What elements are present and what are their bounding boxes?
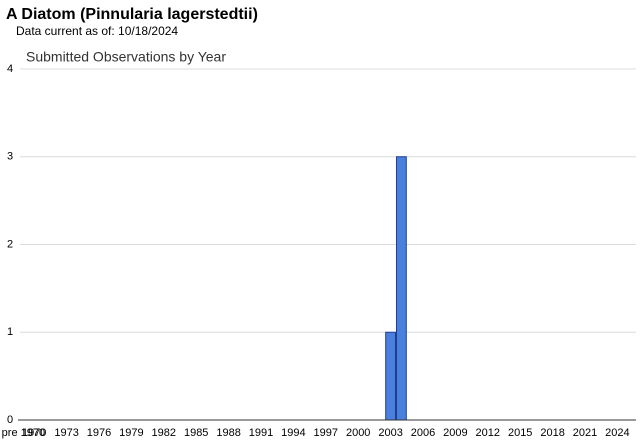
x-tick-label: pre 1970: [2, 427, 45, 439]
x-tick-label: 1973: [54, 427, 78, 439]
x-tick-label: 2006: [411, 427, 435, 439]
bar: [385, 331, 397, 421]
x-tick-label: 2009: [443, 427, 467, 439]
y-tick-label: 3: [7, 151, 13, 163]
x-tick-label: 2018: [540, 427, 564, 439]
bar: [396, 156, 407, 421]
x-tick-label: 2024: [605, 427, 629, 439]
x-tick-label: 2021: [573, 427, 597, 439]
x-tick-label: 1976: [87, 427, 111, 439]
x-tick-label: 1991: [249, 427, 273, 439]
x-tick-label: 2003: [378, 427, 402, 439]
x-tick-label: 1997: [314, 427, 338, 439]
x-tick-label: 1979: [119, 427, 143, 439]
y-tick-label: 4: [7, 63, 13, 75]
x-tick-label: 1982: [152, 427, 176, 439]
x-tick-label: 2015: [508, 427, 532, 439]
y-tick-label: 1: [7, 326, 13, 338]
x-tick-label: 1970: [22, 427, 46, 439]
x-tick-label: 2012: [476, 427, 500, 439]
x-tick-label: 2000: [346, 427, 370, 439]
y-tick-label: 0: [7, 414, 13, 426]
chart-title: Submitted Observations by Year: [26, 49, 226, 65]
x-tick-label: 1985: [184, 427, 208, 439]
x-tick-label: 1988: [216, 427, 240, 439]
x-tick-label: 1994: [281, 427, 305, 439]
y-tick-label: 2: [7, 238, 13, 250]
page-title: A Diatom (Pinnularia lagerstedtii): [6, 6, 258, 23]
subtitle: Data current as of: 10/18/2024: [16, 24, 178, 38]
